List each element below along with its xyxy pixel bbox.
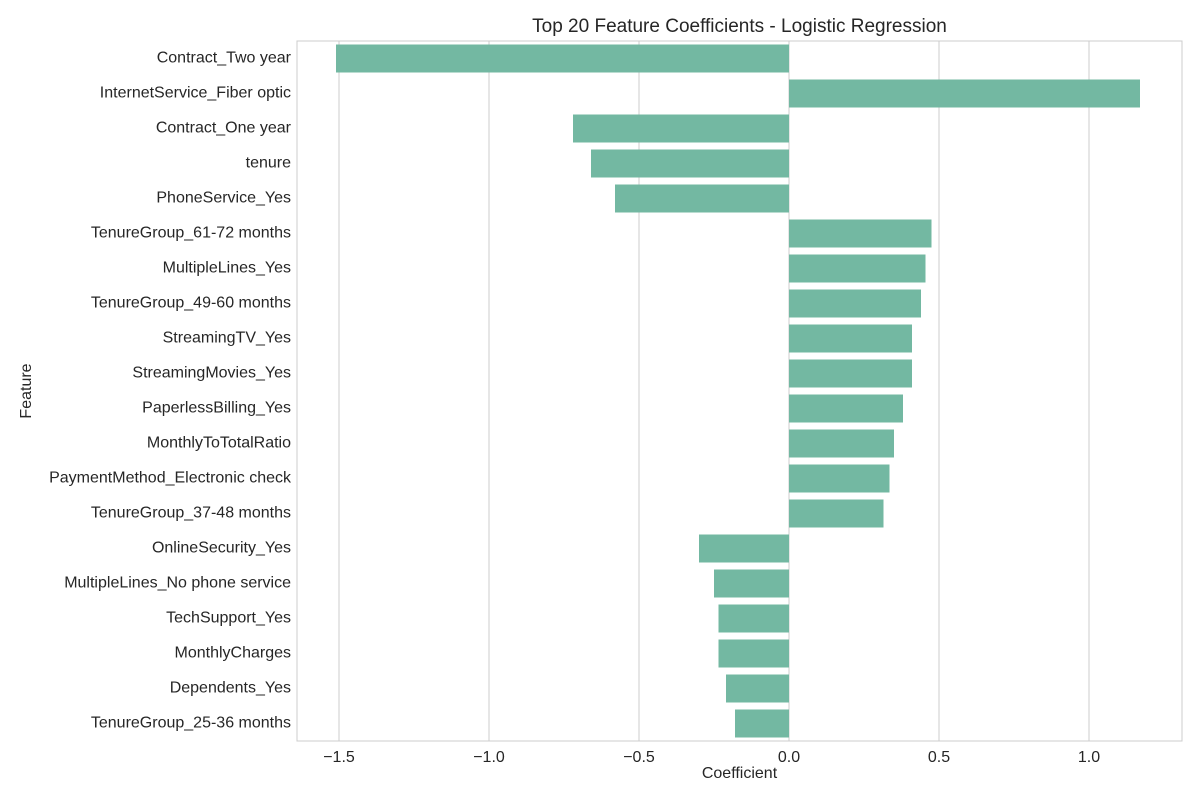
y-tick-label: InternetService_Fiber optic xyxy=(100,85,291,102)
plot-frame xyxy=(296,40,1183,742)
bar xyxy=(789,79,1140,108)
bar xyxy=(699,534,789,563)
y-tick-label: MultipleLines_No phone service xyxy=(64,575,291,592)
y-tick-label: MultipleLines_Yes xyxy=(163,260,291,277)
y-tick-label: PaperlessBilling_Yes xyxy=(142,400,291,417)
x-tick-labels: −1.5 −1.0 −0.5 0.0 0.5 1.0 xyxy=(323,749,1100,766)
bar xyxy=(789,289,921,318)
chart-title: Top 20 Feature Coefficients - Logistic R… xyxy=(532,16,947,37)
bar xyxy=(789,429,894,458)
y-tick-label: MonthlyToTotalRatio xyxy=(147,435,291,452)
x-tick-label: 0.5 xyxy=(928,749,950,766)
bar xyxy=(591,149,789,178)
bar xyxy=(714,569,789,598)
bar xyxy=(789,219,932,248)
x-tick-label: 0.0 xyxy=(778,749,800,766)
y-tick-label: PaymentMethod_Electronic check xyxy=(49,470,292,487)
y-tick-label: TenureGroup_37-48 months xyxy=(91,505,291,522)
bar xyxy=(789,394,903,423)
y-tick-labels: Contract_Two year InternetService_Fiber o… xyxy=(49,50,292,732)
grid-layer xyxy=(338,41,1090,741)
y-tick-label: StreamingTV_Yes xyxy=(163,330,291,347)
y-tick-label: Contract_One year xyxy=(156,120,292,137)
bar xyxy=(789,359,912,388)
bar xyxy=(789,464,890,493)
y-tick-label: OnlineSecurity_Yes xyxy=(152,540,291,557)
y-tick-label: tenure xyxy=(246,155,291,172)
y-tick-label: TenureGroup_61-72 months xyxy=(91,225,291,242)
bar xyxy=(789,254,926,283)
x-tick-label: −0.5 xyxy=(623,749,655,766)
x-tick-label: 1.0 xyxy=(1078,749,1100,766)
bars-layer xyxy=(336,44,1140,738)
bar xyxy=(573,114,789,143)
y-tick-label: PhoneService_Yes xyxy=(156,190,291,207)
bar xyxy=(789,499,884,528)
y-axis-label: Feature xyxy=(18,363,35,418)
y-tick-label: MonthlyCharges xyxy=(175,645,292,662)
bar xyxy=(718,604,789,633)
bar xyxy=(336,44,789,73)
x-tick-label: −1.0 xyxy=(473,749,505,766)
y-tick-label: StreamingMovies_Yes xyxy=(132,365,291,382)
y-tick-label: TenureGroup_25-36 months xyxy=(91,715,291,732)
bar xyxy=(735,709,789,738)
y-tick-label: TenureGroup_49-60 months xyxy=(91,295,291,312)
bar xyxy=(718,639,789,668)
x-tick-label: −1.5 xyxy=(323,749,355,766)
bar xyxy=(615,184,789,213)
x-axis-label: Coefficient xyxy=(702,765,778,782)
y-tick-label: TechSupport_Yes xyxy=(166,610,291,627)
y-tick-label: Dependents_Yes xyxy=(170,680,291,697)
y-tick-label: Contract_Two year xyxy=(157,50,292,67)
bar xyxy=(789,324,912,353)
bar xyxy=(726,674,789,703)
